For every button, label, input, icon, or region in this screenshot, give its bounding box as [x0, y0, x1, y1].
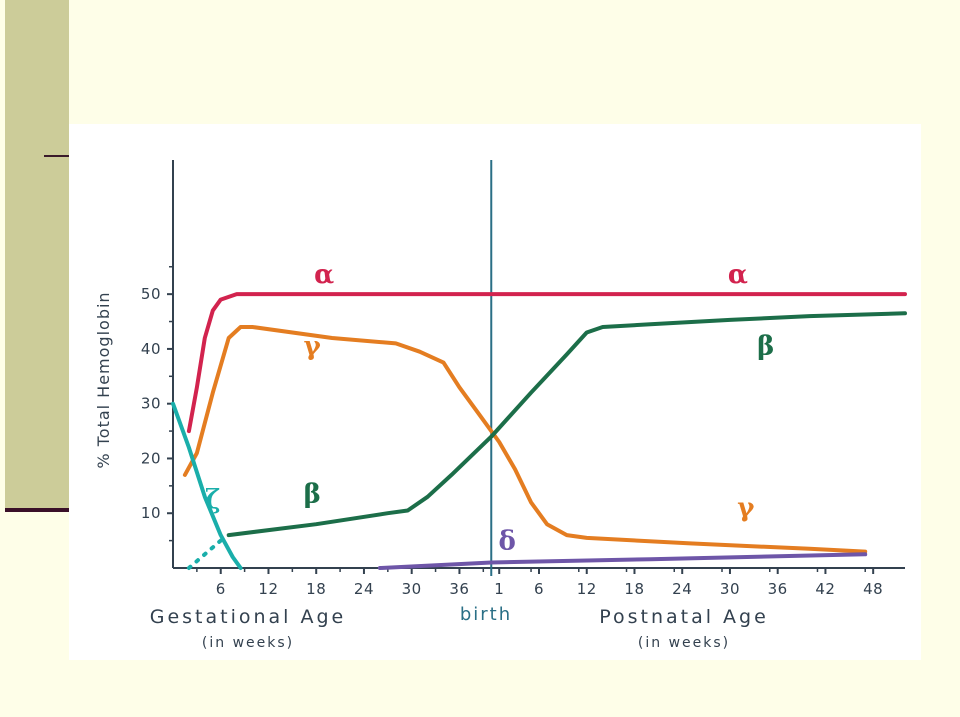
series-label: ζ [205, 485, 220, 515]
x-axis-sub-postnatal: (in weeks) [638, 635, 730, 651]
series-label: α [728, 260, 748, 290]
series-line-α [186, 292, 907, 434]
series-label: γ [737, 493, 755, 523]
series-label: β [304, 479, 321, 509]
axes-layer: 10 20 30 40 50 6 12 18 24 30 36 1 6 12 18 24 30 36 42 48 [141, 160, 905, 598]
x-axis-title-postnatal: Postnatal Age [599, 606, 769, 628]
x-tick-label: 6 [216, 580, 226, 598]
x-tick-label: 6 [534, 580, 544, 598]
x-tick-label: 48 [863, 580, 883, 598]
series-line-ζ [171, 401, 243, 570]
series-line-γ [182, 325, 868, 554]
y-axis-label: % Total Hemoglobin [94, 291, 113, 468]
y-tick-label: 20 [141, 449, 161, 467]
series-line-epsilon [186, 538, 223, 570]
x-tick-label: 24 [672, 580, 692, 598]
x-tick-label: 1 [494, 580, 504, 598]
x-tick-label: 30 [720, 580, 740, 598]
y-tick-label: 30 [141, 395, 161, 413]
series-layer [171, 292, 907, 570]
x-tick-label: 12 [577, 580, 597, 598]
series-label: γ [304, 331, 322, 361]
slide-rule-top [44, 155, 70, 157]
series-label: α [314, 260, 334, 290]
series-line-β [226, 311, 907, 538]
birth-label: birth [460, 604, 512, 625]
y-tick-label: 50 [141, 285, 161, 303]
x-tick-label: 18 [306, 580, 326, 598]
x-tick-label: 12 [258, 580, 278, 598]
slide-accent-bar [5, 0, 69, 508]
y-tick-label: 40 [141, 340, 161, 358]
y-tick-label: 10 [141, 504, 161, 522]
x-tick-label: 24 [354, 580, 374, 598]
x-tick-label: 42 [815, 580, 835, 598]
x-tick-label: 18 [624, 580, 644, 598]
x-tick-label: 36 [449, 580, 469, 598]
series-label: β [757, 331, 774, 361]
x-axis-sub-gestational: (in weeks) [202, 635, 294, 651]
x-axis-title-gestational: Gestational Age [150, 606, 347, 628]
series-line-δ [377, 552, 868, 570]
labels-layer: α α γ γ β β ζ δ [205, 260, 774, 556]
x-tick-label: 30 [402, 580, 422, 598]
x-tick-label: 36 [768, 580, 788, 598]
slide-rule-bottom [5, 508, 70, 512]
series-label: δ [499, 526, 516, 556]
